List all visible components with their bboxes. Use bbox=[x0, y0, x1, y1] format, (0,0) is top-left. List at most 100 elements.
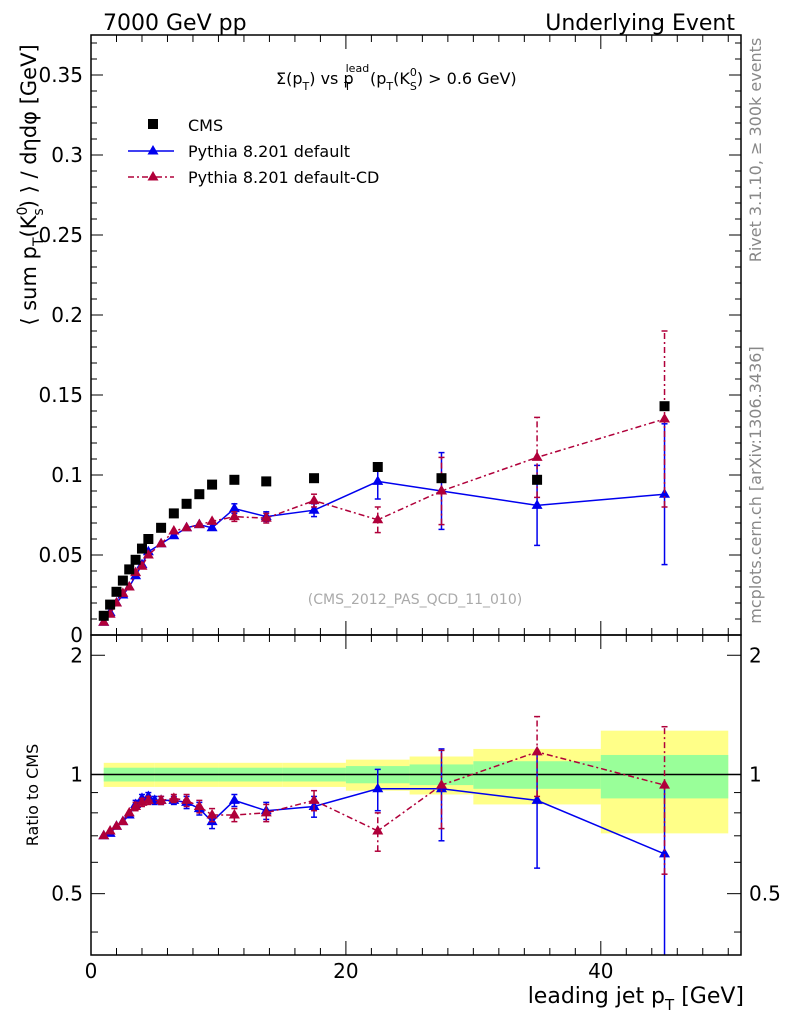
data-point bbox=[435, 779, 447, 789]
data-point bbox=[228, 794, 240, 804]
ratio-y-tick-label: 0.5 bbox=[51, 882, 83, 906]
data-point bbox=[181, 498, 192, 509]
data-point bbox=[168, 525, 180, 535]
ratio-series-pythia-cd bbox=[98, 715, 671, 875]
data-point bbox=[117, 575, 128, 586]
data-point bbox=[309, 473, 320, 484]
data-point bbox=[659, 401, 670, 412]
header-left: 7000 GeV pp bbox=[103, 11, 247, 36]
ratio-ylabel: Ratio to CMS bbox=[23, 744, 42, 846]
x-tick-label: 20 bbox=[333, 959, 358, 983]
data-point bbox=[206, 521, 218, 532]
ratio-y-tick-label-right: 2 bbox=[749, 643, 762, 667]
main-ylabel: ⟨ sum pT(K0s) ⟩ / dηdφ [GeV] bbox=[15, 44, 47, 325]
data-point bbox=[98, 616, 110, 626]
y-tick-label: 0.05 bbox=[38, 543, 83, 567]
data-point bbox=[228, 502, 240, 513]
data-point bbox=[193, 518, 205, 529]
ratio-y-tick-label: 2 bbox=[70, 643, 83, 667]
data-point bbox=[168, 792, 180, 802]
mcplots-note: mcplots.cern.ch [arXiv:1306.3436] bbox=[746, 346, 765, 623]
data-point bbox=[372, 462, 383, 472]
data-point bbox=[659, 847, 671, 858]
data-point bbox=[111, 586, 122, 597]
data-point bbox=[372, 824, 384, 835]
data-point bbox=[156, 522, 167, 533]
y-tick-label: 0.3 bbox=[51, 143, 83, 167]
data-point bbox=[532, 474, 543, 485]
legend-label-pythia-cd: Pythia 8.201 default-CD bbox=[188, 168, 379, 187]
data-point bbox=[531, 794, 543, 804]
y-tick-label: 0.1 bbox=[51, 463, 83, 487]
data-point bbox=[435, 485, 447, 495]
data-point bbox=[228, 510, 240, 521]
x-axis-label: leading jet pT [GeV] bbox=[528, 984, 744, 1014]
data-point bbox=[436, 473, 447, 484]
data-point bbox=[181, 794, 193, 804]
data-point bbox=[123, 581, 135, 591]
data-point bbox=[260, 806, 272, 817]
data-point bbox=[308, 504, 320, 514]
data-point bbox=[372, 782, 384, 793]
data-point bbox=[136, 560, 148, 570]
ratio-y-tick-label-right: 1 bbox=[749, 762, 762, 786]
data-point bbox=[260, 512, 272, 522]
data-point bbox=[155, 537, 167, 548]
y-tick-label: 0.35 bbox=[38, 63, 83, 87]
data-point bbox=[206, 808, 218, 819]
data-point bbox=[181, 521, 193, 532]
data-point bbox=[168, 529, 180, 540]
data-point bbox=[308, 494, 320, 505]
data-point bbox=[372, 513, 384, 524]
data-point bbox=[117, 815, 129, 826]
ratio-y-tick-label-right: 0.5 bbox=[749, 882, 781, 906]
series-line bbox=[103, 418, 665, 623]
data-point bbox=[168, 508, 179, 519]
data-point bbox=[308, 794, 320, 804]
header-right: Underlying Event bbox=[545, 11, 735, 36]
y-tick-label: 0 bbox=[70, 623, 83, 647]
data-point bbox=[261, 476, 272, 487]
data-point bbox=[130, 800, 142, 811]
legend-marker-cms bbox=[148, 119, 158, 129]
x-tick-label: 40 bbox=[588, 959, 613, 983]
y-tick-label: 0.25 bbox=[38, 223, 83, 247]
data-point bbox=[98, 829, 110, 840]
data-point bbox=[193, 800, 205, 811]
data-point bbox=[207, 479, 218, 490]
ratio-frame bbox=[90, 634, 742, 956]
data-point bbox=[228, 808, 240, 819]
data-point bbox=[124, 564, 135, 575]
data-point bbox=[105, 599, 116, 610]
legend-label-pythia-default: Pythia 8.201 default bbox=[188, 142, 350, 161]
data-point bbox=[531, 451, 543, 461]
data-point bbox=[142, 794, 154, 804]
data-point bbox=[194, 489, 205, 500]
data-point bbox=[104, 824, 116, 835]
data-point bbox=[372, 475, 384, 485]
y-tick-label: 0.2 bbox=[51, 303, 83, 327]
data-point bbox=[123, 806, 135, 817]
x-tick-label: 0 bbox=[85, 959, 98, 983]
plot-title: Σ(pT) vs plead T (pT(K0 S) > 0.6 GeV) bbox=[276, 62, 517, 93]
ratio-panel: 0.5 0.51 12 20 20 40 Ratio to CMS leading jet… bbox=[23, 634, 781, 1014]
legend-label-cms: CMS bbox=[188, 116, 223, 135]
series-cms bbox=[98, 401, 670, 621]
data-point bbox=[142, 549, 154, 559]
data-point bbox=[659, 413, 671, 423]
y-tick-label: 0.15 bbox=[38, 383, 83, 407]
data-point bbox=[130, 554, 141, 565]
legend-marker-pythia-cd bbox=[147, 171, 159, 181]
legend-marker-pythia-default bbox=[147, 145, 159, 155]
data-point bbox=[531, 499, 543, 509]
data-point bbox=[659, 779, 671, 789]
data-point bbox=[206, 515, 218, 525]
data-point bbox=[229, 474, 240, 485]
data-point bbox=[531, 745, 543, 756]
rivet-note: Rivet 3.1.10, ≥ 300k events bbox=[746, 38, 765, 263]
data-point bbox=[110, 820, 122, 830]
legend: CMS Pythia 8.201 default Pythia 8.201 de… bbox=[128, 116, 379, 187]
data-point bbox=[98, 610, 109, 621]
data-point bbox=[143, 534, 154, 544]
